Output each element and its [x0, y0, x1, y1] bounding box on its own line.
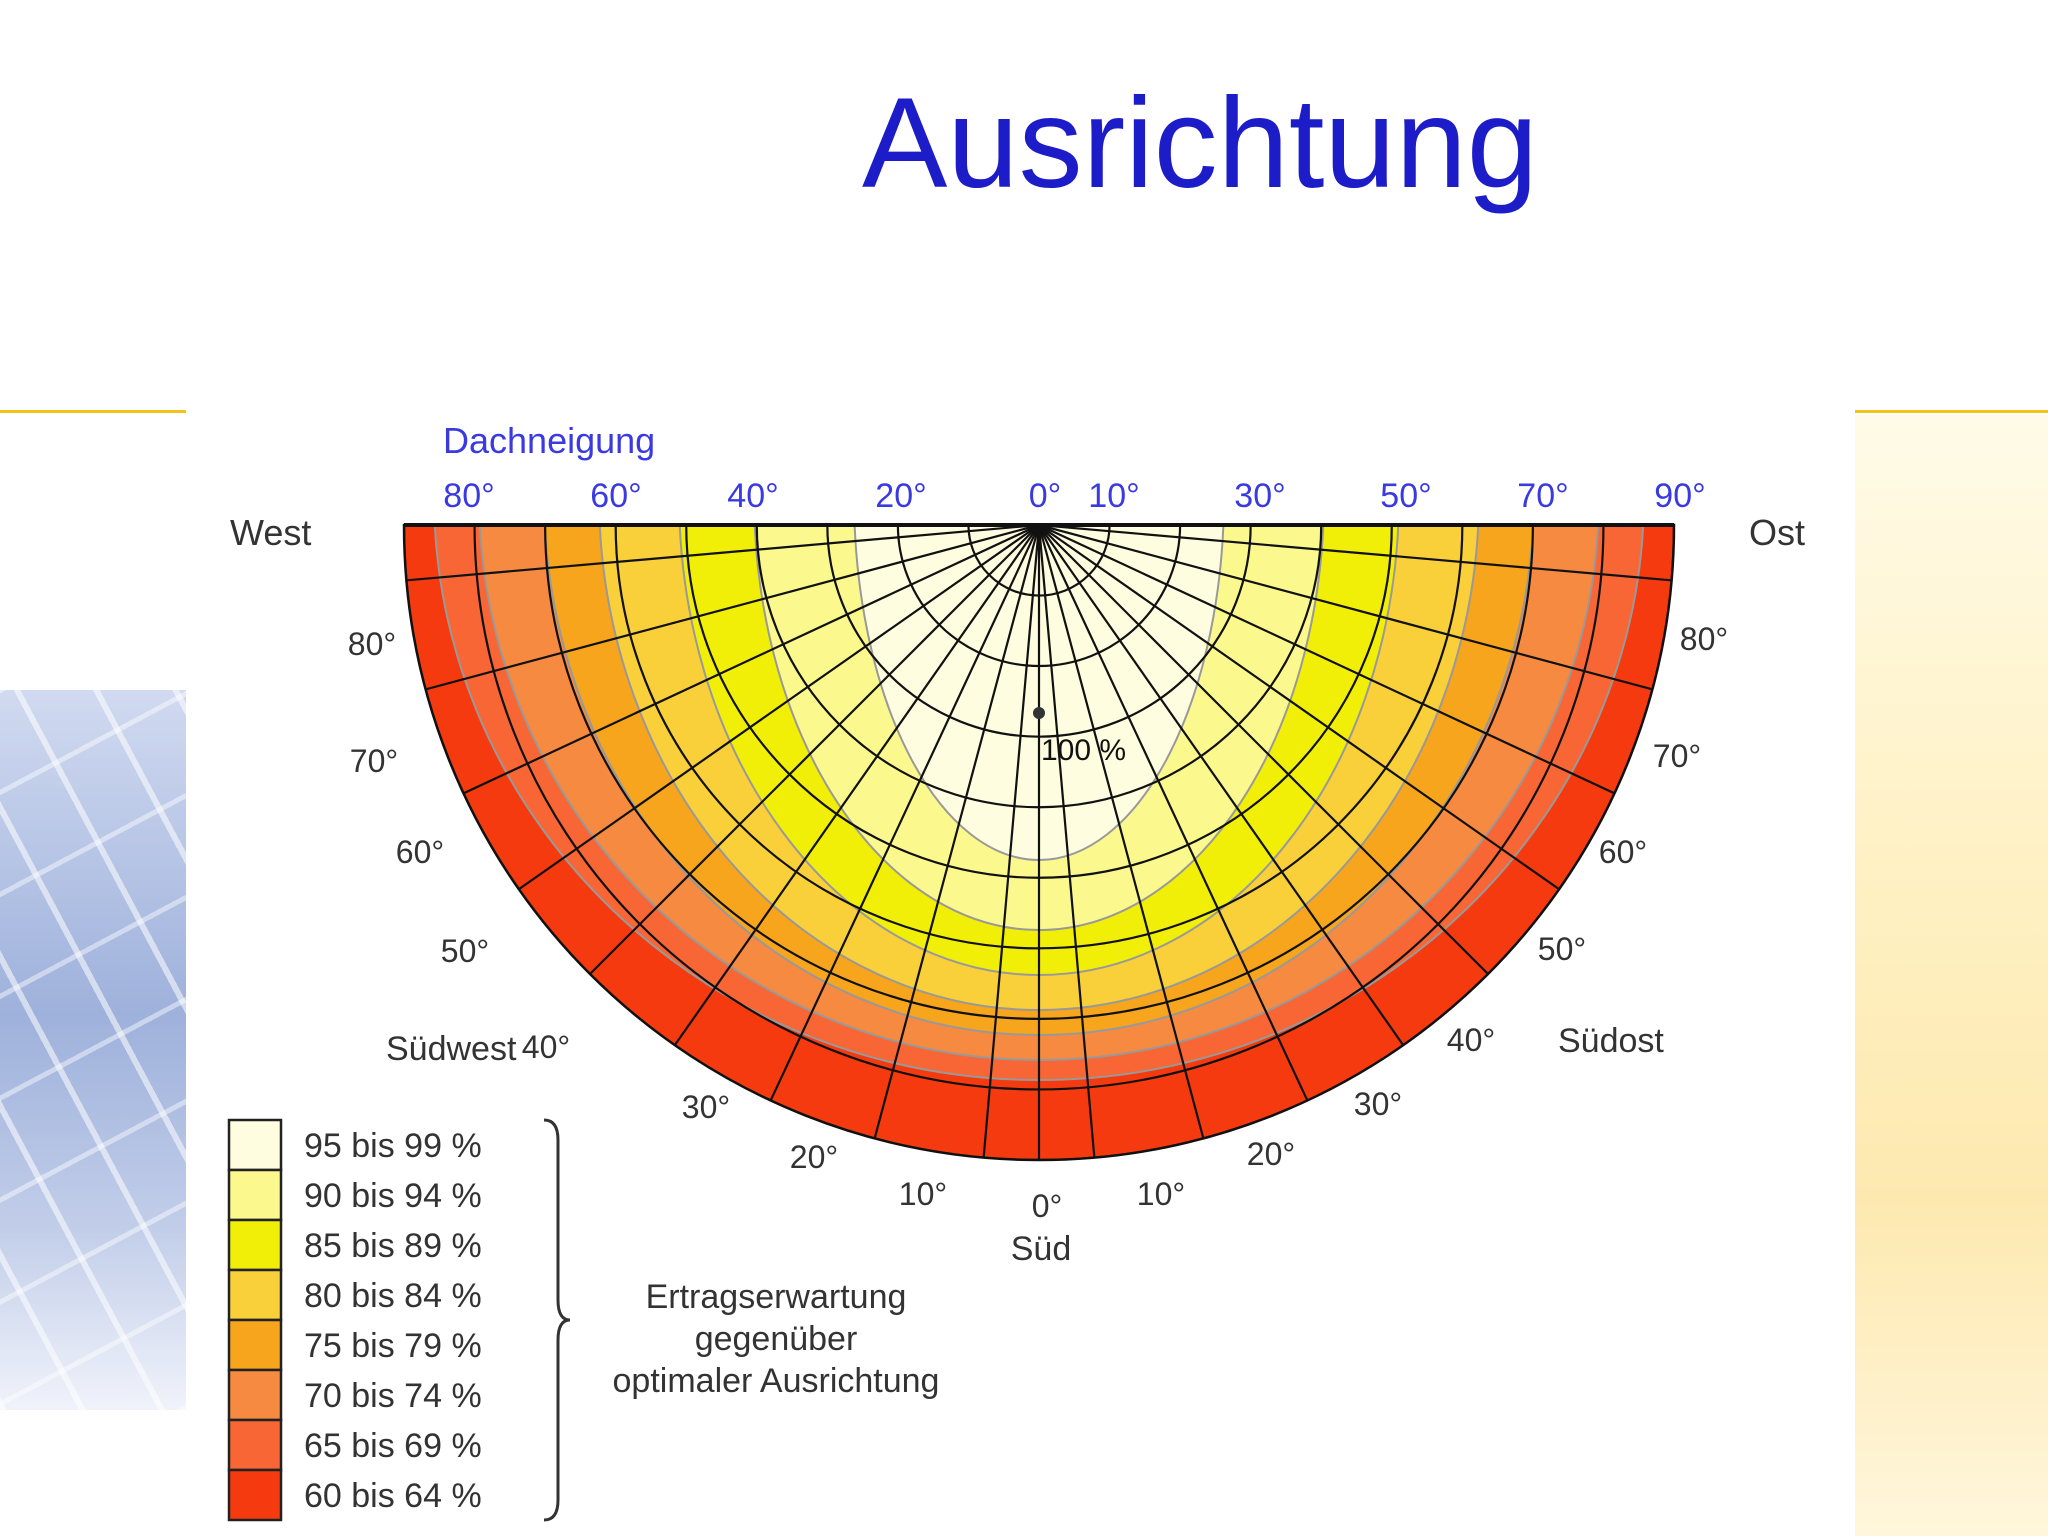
legend-label: 60 bis 64 % [304, 1477, 482, 1515]
azimuth-line [1038, 525, 1586, 909]
azimuth-line [434, 525, 1040, 808]
tilt-label: 30° [1234, 477, 1285, 515]
solar-panel-photo [0, 690, 186, 1410]
tilt-label: 70° [1517, 477, 1568, 515]
tilt-ring [755, 525, 1323, 808]
compass-south: Süd [1011, 1230, 1072, 1268]
divider-right [1855, 410, 2048, 413]
azimuth-label-left: 30° [682, 1089, 730, 1125]
legend-label: 85 bis 89 % [304, 1227, 482, 1265]
azimuth-line [404, 525, 1040, 699]
tilt-ring [826, 525, 1252, 738]
diagram-svg: Dachneigung 80° 60° 40° 20° 0° 10° 30° 50° 70° 90°… [227, 420, 1805, 1522]
legend-label: 70 bis 74 % [304, 1377, 482, 1415]
azimuth-line [566, 525, 1040, 998]
tilt-label: 60° [590, 477, 641, 515]
zone-95-99 [854, 525, 1224, 860]
azimuth-line [655, 525, 1040, 1072]
divider-left [0, 410, 186, 413]
azimuth-line [1037, 525, 1099, 1160]
compass-west: West [230, 512, 311, 553]
legend-caption: gegenüber [695, 1320, 858, 1358]
legend-label: 80 bis 84 % [304, 1277, 482, 1315]
tilt-label: 20° [875, 477, 926, 515]
legend-swatch [227, 1118, 283, 1172]
azimuth-line [1038, 525, 1674, 585]
legend-swatch [227, 1418, 283, 1472]
legend-label: 75 bis 79 % [304, 1327, 482, 1365]
legend-swatch [227, 1168, 283, 1222]
tilt-ring [896, 525, 1182, 668]
grid-lines [402, 523, 1676, 1162]
tilt-heading: Dachneigung [443, 420, 655, 461]
legend-caption: Ertragserwartung [646, 1278, 907, 1316]
legend-swatch [227, 1218, 283, 1272]
compass-southeast: Südost [1558, 1022, 1664, 1060]
tilt-label: 40° [727, 477, 778, 515]
azimuth-label-left: 70° [350, 743, 398, 779]
tilt-ring [685, 525, 1393, 879]
azimuth-label-left: 10° [899, 1176, 947, 1212]
tilt-ring [967, 525, 1111, 597]
azimuth-label-right: 40° [1447, 1022, 1495, 1058]
tilt-label: 90° [1654, 477, 1705, 515]
tilt-ring [544, 525, 1534, 1020]
legend-swatch [227, 1468, 283, 1522]
optimum-label: 100 % [1041, 734, 1126, 767]
azimuth-line [1038, 525, 1322, 1130]
tilt-label: 10° [1088, 477, 1139, 515]
azimuth-label-right: 80° [1680, 621, 1728, 657]
compass-east: Ost [1749, 512, 1805, 553]
azimuth-line [979, 525, 1041, 1160]
azimuth-line [492, 525, 1040, 909]
azimuth-label-center: 0° [1032, 1188, 1063, 1224]
legend-label: 95 bis 99 % [304, 1127, 482, 1165]
azimuth-label-right: 60° [1599, 834, 1647, 870]
azimuth-label-left: 80° [348, 626, 396, 662]
azimuth-line [1038, 525, 1512, 998]
azimuth-line [1038, 525, 1674, 699]
diagram-outline [402, 523, 1676, 1162]
azimuth-line [756, 525, 1040, 1130]
diagram-labels: Dachneigung 80° 60° 40° 20° 0° 10° 30° 50° 70° 90°… [230, 420, 1805, 1268]
azimuth-label-right: 10° [1137, 1176, 1185, 1212]
azimuth-label-left: 50° [441, 933, 489, 969]
legend-brace [543, 1118, 571, 1522]
azimuth-label-right: 50° [1538, 931, 1586, 967]
legend-swatch [227, 1318, 283, 1372]
legend-swatch [227, 1368, 283, 1422]
azimuth-label-right: 30° [1354, 1086, 1402, 1122]
azimuth-line [1038, 525, 1644, 808]
azimuth-label-right: 20° [1247, 1136, 1295, 1172]
tilt-label: 50° [1380, 477, 1431, 515]
compass-southwest: Südwest [386, 1030, 517, 1068]
legend-caption: optimaler Ausrichtung [613, 1362, 940, 1400]
slide-title: Ausrichtung [862, 72, 1538, 215]
legend-label: 65 bis 69 % [304, 1427, 482, 1465]
azimuth-line [1038, 525, 1423, 1072]
azimuth-label-left: 40° [522, 1029, 570, 1065]
azimuth-label-right: 70° [1653, 738, 1701, 774]
legend-swatch [227, 1268, 283, 1322]
orientation-yield-diagram: Dachneigung 80° 60° 40° 20° 0° 10° 30° 50° 70° 90°… [186, 415, 1855, 1536]
tilt-label: 80° [443, 477, 494, 515]
azimuth-line [1037, 525, 1213, 1160]
azimuth-label-left: 20° [790, 1139, 838, 1175]
sun-glow-background [1855, 415, 2048, 1536]
yield-zones [404, 525, 1674, 1160]
azimuth-label-left: 60° [396, 834, 444, 870]
azimuth-line [404, 525, 1040, 585]
optimum-marker [1033, 707, 1045, 719]
legend-label: 90 bis 94 % [304, 1177, 482, 1215]
azimuth-line [865, 525, 1041, 1160]
legend: 95 bis 99 % 90 bis 94 % 85 bis 89 % 80 bis … [227, 1118, 940, 1522]
tilt-label: 0° [1029, 477, 1062, 515]
